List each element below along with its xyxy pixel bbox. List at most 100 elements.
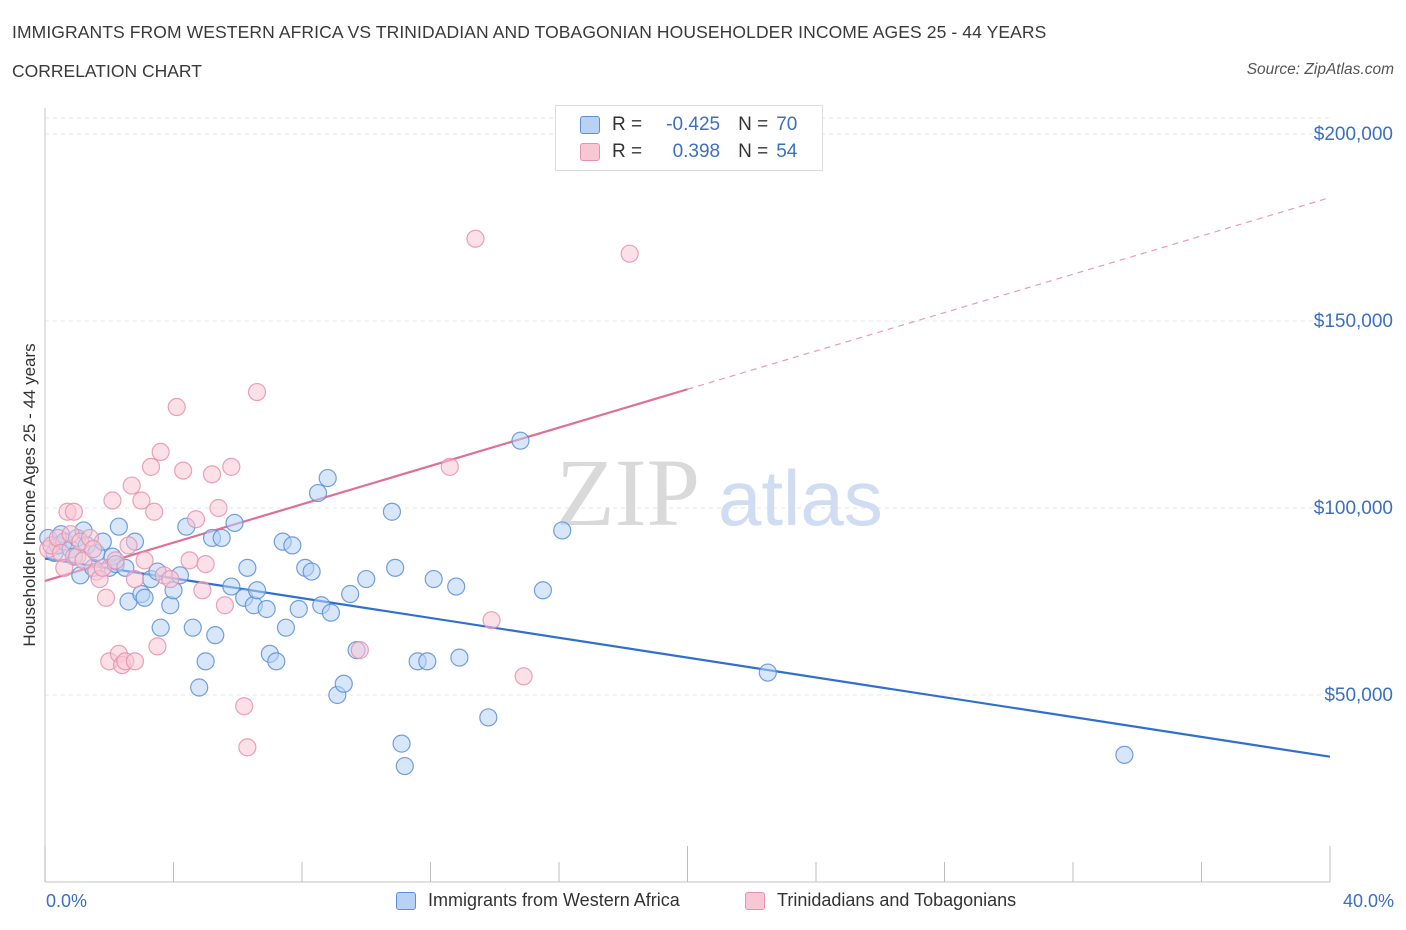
chart-subtitle: CORRELATION CHART — [12, 61, 202, 81]
data-point — [151, 618, 170, 637]
y-tick-label: $100,000 — [1314, 498, 1393, 519]
data-point — [193, 581, 212, 600]
data-point — [450, 648, 469, 667]
data-point — [392, 734, 411, 753]
x-tick-label-min: 0.0% — [46, 891, 88, 911]
legend-item-trinidad: Trinidadians and Tobagonians — [745, 890, 1016, 911]
series-legend: Immigrants from Western Africa Trinidadi… — [0, 890, 1406, 914]
data-point — [357, 569, 376, 589]
legend-label: Trinidadians and Tobagonians — [777, 890, 1017, 910]
legend-row-trinidad: R = 0.398 N = 54 — [580, 141, 797, 163]
data-point — [206, 626, 225, 645]
data-point — [514, 667, 533, 686]
r-label: R = — [612, 114, 643, 135]
data-point — [350, 641, 369, 660]
data-point — [55, 558, 74, 577]
data-point — [135, 551, 154, 570]
y-axis-label: Householder Income Ages 25 - 44 years — [20, 343, 39, 647]
data-point — [247, 382, 267, 402]
n-label: N = — [738, 141, 769, 162]
trend-line — [44, 388, 688, 582]
data-point — [302, 562, 321, 581]
r-label: R = — [612, 141, 643, 162]
data-point — [341, 584, 360, 604]
data-point — [257, 599, 276, 619]
legend-swatch-blue — [580, 116, 600, 134]
legend-swatch-pink — [745, 891, 765, 910]
correlation-legend: R = -0.425 N = 70 R = 0.398 N = 54 — [555, 105, 823, 171]
data-point — [190, 678, 209, 697]
data-point — [447, 577, 466, 596]
legend-row-western-africa: R = -0.425 N = 70 — [580, 114, 797, 136]
data-point — [215, 596, 234, 615]
data-point — [96, 588, 116, 607]
data-point — [151, 442, 170, 461]
legend-item-western-africa: Immigrants from Western Africa — [396, 890, 680, 911]
data-point — [161, 596, 180, 615]
data-point — [620, 244, 639, 263]
data-point — [511, 431, 530, 450]
data-point — [308, 483, 328, 503]
legend-swatch-blue — [396, 891, 416, 910]
data-point — [196, 652, 215, 671]
y-tick-label: $50,000 — [1324, 685, 1393, 706]
y-tick-labels: $50,000 $100,000 $150,000 $200,000 — [1314, 124, 1393, 706]
data-point — [247, 581, 267, 600]
r-value: -0.425 — [666, 114, 721, 135]
data-point — [1115, 745, 1134, 764]
data-point — [145, 502, 164, 521]
data-point — [533, 581, 553, 600]
n-value: 70 — [776, 114, 798, 135]
data-point — [758, 663, 777, 682]
data-point — [135, 588, 154, 607]
data-point — [222, 457, 241, 476]
data-point — [440, 457, 459, 476]
data-point — [238, 738, 257, 757]
data-point — [51, 543, 71, 562]
data-point — [289, 599, 308, 619]
gridlines — [45, 117, 1330, 696]
data-point — [466, 229, 485, 248]
legend-swatch-pink — [580, 143, 600, 161]
data-point — [186, 510, 206, 529]
data-point — [222, 577, 241, 596]
data-point — [125, 569, 145, 589]
axes — [44, 108, 1331, 883]
trend-line-extension — [687, 197, 1331, 390]
n-label: N = — [738, 114, 769, 135]
x-tick-label-max: 40.0% — [1342, 891, 1394, 911]
data-point — [225, 513, 244, 533]
data-point — [64, 502, 84, 521]
data-point — [122, 476, 141, 495]
data-point — [212, 528, 231, 548]
data-point — [276, 618, 296, 637]
data-point — [167, 397, 186, 417]
watermark-atlas: atlas — [718, 454, 883, 542]
data-point — [479, 708, 498, 727]
data-point — [321, 603, 341, 622]
data-point — [141, 457, 161, 476]
data-point — [106, 551, 125, 570]
data-point — [196, 554, 215, 574]
data-point — [148, 637, 167, 656]
data-point — [395, 756, 414, 776]
data-point — [334, 674, 353, 693]
data-point — [238, 558, 257, 577]
watermark-zip: ZIP — [556, 439, 700, 546]
data-point — [418, 652, 437, 671]
data-point — [161, 569, 180, 589]
y-tick-label: $150,000 — [1314, 311, 1393, 332]
data-point — [482, 611, 501, 630]
data-point — [283, 536, 302, 555]
data-point — [132, 491, 151, 510]
n-value: 54 — [776, 141, 798, 162]
data-point — [84, 540, 103, 559]
series-trinidad-points — [39, 229, 639, 757]
r-value: 0.398 — [672, 141, 721, 162]
data-point — [318, 468, 337, 488]
chart-title: IMMIGRANTS FROM WESTERN AFRICA VS TRINID… — [12, 22, 1047, 42]
data-point — [119, 536, 138, 555]
data-point — [386, 558, 405, 577]
y-tick-label: $200,000 — [1314, 124, 1393, 145]
